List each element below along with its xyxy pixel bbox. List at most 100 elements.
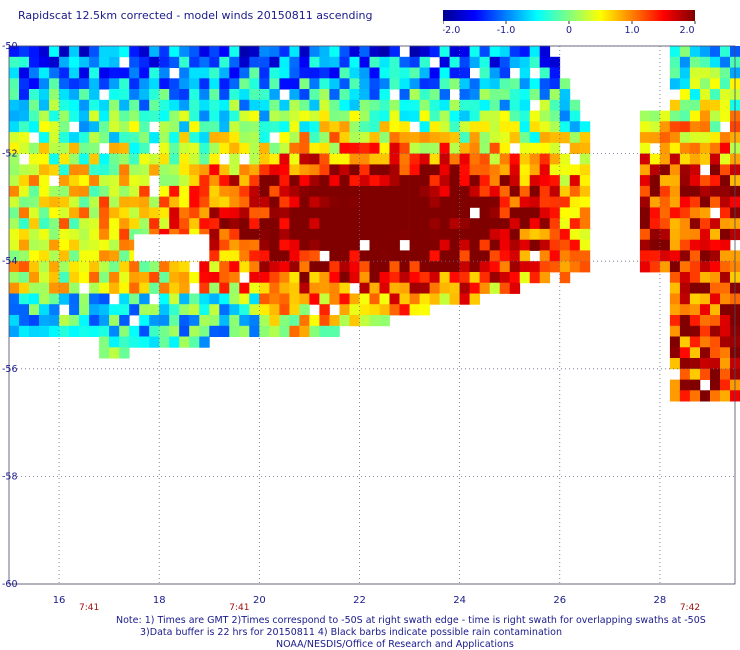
heatmap-cell — [329, 99, 340, 111]
heatmap-cell — [299, 185, 310, 198]
heatmap-cell — [289, 218, 300, 230]
heatmap-cell — [449, 218, 460, 230]
heatmap-cell — [369, 121, 380, 133]
heatmap-cell — [79, 121, 90, 133]
heatmap-cell — [549, 207, 561, 219]
heatmap-cell — [89, 89, 100, 101]
heatmap-cell — [69, 164, 80, 176]
heatmap-cell — [649, 196, 661, 208]
heatmap-cell — [639, 121, 651, 133]
heatmap-cell — [309, 325, 320, 337]
heatmap-cell — [209, 315, 220, 327]
heatmap-cell — [59, 99, 70, 111]
heatmap-cell — [339, 164, 350, 176]
heatmap-cell — [239, 315, 250, 327]
heatmap-cell — [9, 218, 20, 230]
heatmap-cell — [109, 56, 120, 68]
heatmap-cell — [249, 218, 260, 230]
heatmap-cell — [49, 67, 60, 79]
heatmap-cell — [479, 121, 490, 133]
heatmap-cell — [339, 282, 350, 294]
heatmap-cell — [720, 315, 731, 327]
heatmap-cell — [229, 185, 240, 198]
heatmap-cell — [389, 304, 400, 316]
heatmap-cell — [669, 185, 681, 198]
heatmap-cell — [399, 164, 410, 176]
heatmap-cell — [79, 78, 90, 90]
heatmap-cell — [109, 228, 120, 241]
heatmap-cell — [539, 89, 551, 101]
heatmap-cell — [509, 110, 521, 122]
heatmap-cell — [369, 89, 380, 101]
heatmap-cell — [439, 282, 450, 294]
heatmap-cell — [429, 67, 440, 79]
heatmap-cell — [429, 99, 440, 111]
heatmap-cell — [319, 272, 330, 284]
heatmap-cell — [99, 336, 110, 348]
colorbar-gradient — [443, 10, 695, 21]
heatmap-cell — [129, 336, 140, 348]
heatmap-cell — [639, 228, 651, 241]
heatmap-cell — [299, 228, 310, 241]
heatmap-cell — [449, 164, 460, 176]
heatmap-cell — [109, 132, 120, 144]
heatmap-cell — [559, 239, 571, 251]
heatmap-cell — [129, 121, 140, 133]
heatmap-cell — [539, 78, 551, 90]
heatmap-cell — [419, 185, 430, 198]
heatmap-cell — [209, 89, 220, 101]
heatmap-cell — [439, 272, 450, 284]
heatmap-cell — [259, 261, 270, 273]
heatmap-cell — [649, 121, 661, 133]
heatmap-cell — [479, 142, 490, 154]
heatmap-cell — [710, 56, 721, 68]
colorbar-tick-label: 2.0 — [679, 25, 694, 34]
heatmap-cell — [720, 153, 731, 165]
heatmap-cell — [299, 142, 310, 154]
heatmap-cell — [329, 121, 340, 133]
heatmap-cell — [19, 67, 30, 79]
heatmap-cell — [409, 196, 420, 208]
heatmap-cell — [19, 175, 30, 187]
heatmap-cell — [229, 56, 240, 68]
heatmap-cell — [319, 153, 330, 165]
heatmap-cell — [39, 99, 50, 111]
heatmap-cell — [339, 207, 350, 219]
x-tick-label: 24 — [453, 595, 466, 606]
heatmap-cell — [259, 89, 270, 101]
heatmap-cell — [710, 282, 721, 294]
heatmap-cell — [439, 239, 450, 251]
heatmap-cell — [720, 325, 731, 337]
heatmap-cell — [319, 196, 330, 208]
heatmap-cell — [329, 67, 340, 79]
heatmap-cell — [700, 67, 711, 79]
heatmap-cell — [409, 164, 420, 176]
heatmap-cell — [679, 110, 691, 122]
heatmap-cell — [409, 293, 420, 305]
heatmap-cell — [269, 293, 280, 305]
heatmap-cell — [379, 293, 390, 305]
heatmap-cell — [49, 239, 60, 251]
heatmap-cell — [9, 250, 20, 262]
heatmap-cell — [379, 239, 390, 251]
heatmap-cell — [119, 46, 130, 58]
heatmap-cell — [339, 99, 350, 111]
heatmap-cell — [49, 207, 60, 219]
heatmap-cell — [249, 67, 260, 79]
heatmap-cell — [309, 121, 320, 133]
heatmap-cell — [439, 67, 450, 79]
heatmap-cell — [9, 228, 20, 241]
heatmap-cell — [299, 132, 310, 144]
heatmap-cell — [409, 239, 420, 251]
heatmap-cell — [329, 175, 340, 187]
heatmap-cell — [59, 228, 70, 241]
heatmap-cell — [659, 228, 671, 241]
heatmap-cell — [389, 164, 400, 176]
heatmap-cell — [29, 315, 40, 327]
heatmap-cell — [529, 261, 541, 273]
heatmap-cell — [39, 293, 50, 305]
heatmap-cell — [679, 347, 691, 359]
heatmap-cell — [319, 207, 330, 219]
heatmap-cell — [59, 185, 70, 198]
heatmap-cell — [229, 46, 240, 58]
